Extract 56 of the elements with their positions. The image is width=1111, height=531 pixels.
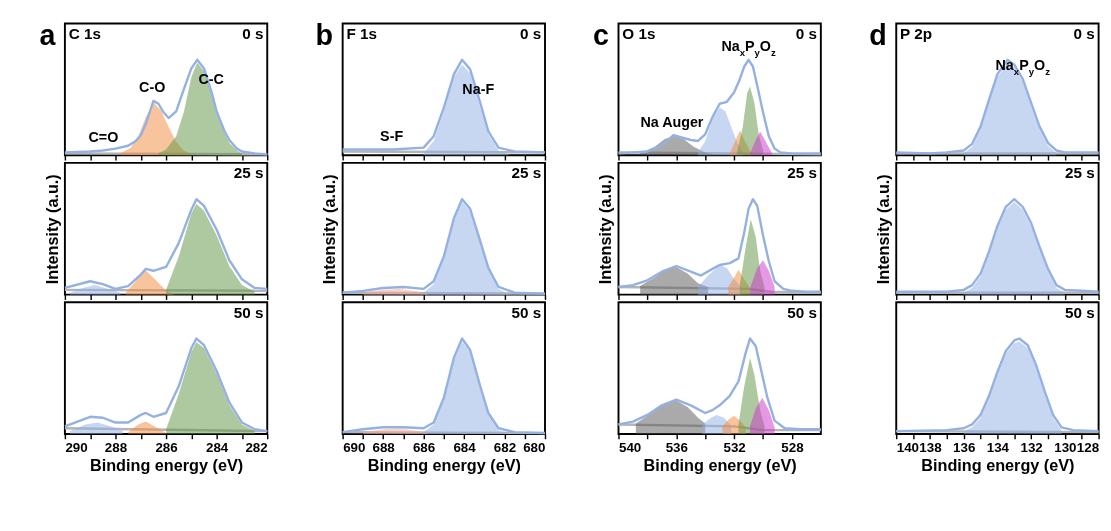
chart-title: b bbox=[315, 18, 334, 51]
x-tick-label: 290 bbox=[65, 439, 88, 455]
x-tick-label: 690 bbox=[343, 439, 366, 455]
text: 0 s bbox=[795, 24, 818, 42]
chart-title: c bbox=[593, 18, 610, 51]
chart-subtitle: O 1s bbox=[622, 24, 656, 42]
text: 50 s bbox=[1065, 303, 1095, 321]
text: 50 s bbox=[233, 303, 264, 321]
x-tick-label: 686 bbox=[412, 439, 436, 455]
text: 0 s bbox=[519, 24, 542, 42]
x-axis-title: Binding energy (eV) bbox=[921, 455, 1075, 474]
text: 50 s bbox=[511, 303, 542, 321]
x-tick-label: 138 bbox=[919, 439, 943, 455]
x-tick-label: 134 bbox=[986, 439, 1010, 455]
text: 25 s bbox=[1065, 164, 1095, 182]
x-axis-title: Binding energy (eV) bbox=[643, 455, 797, 474]
x-tick-label: 682 bbox=[493, 439, 517, 455]
text: 25 s bbox=[233, 164, 264, 182]
x-tick-label: 528 bbox=[781, 439, 805, 455]
chart-subtitle: C 1s bbox=[68, 24, 101, 42]
annotation: Na Auger bbox=[640, 113, 704, 130]
annotation: C=O bbox=[88, 128, 119, 145]
x-tick-label: 128 bbox=[1076, 439, 1100, 455]
y-axis-title: Intensity (a.u.) bbox=[874, 174, 893, 285]
chart-title: a bbox=[39, 18, 57, 51]
text: 25 s bbox=[787, 164, 818, 182]
x-tick-label: 284 bbox=[205, 439, 229, 455]
x-tick-label: 286 bbox=[155, 439, 178, 455]
x-axis-title: Binding energy (eV) bbox=[367, 455, 521, 474]
y-axis-title: Intensity (a.u.) bbox=[42, 174, 61, 285]
x-tick-label: 282 bbox=[245, 439, 268, 455]
x-axis-title: Binding energy (eV) bbox=[89, 455, 244, 474]
x-tick-label: 136 bbox=[953, 439, 976, 455]
chart-subtitle: F 1s bbox=[346, 24, 378, 42]
x-tick-label: 532 bbox=[723, 439, 746, 455]
x-tick-label: 132 bbox=[1020, 439, 1043, 455]
annotation: S-F bbox=[380, 127, 404, 144]
text: 0 s bbox=[1073, 24, 1095, 42]
x-tick-label: 684 bbox=[453, 439, 477, 455]
y-axis-title: Intensity (a.u.) bbox=[596, 174, 615, 285]
chart-title: d bbox=[869, 18, 887, 51]
y-axis-title: Intensity (a.u.) bbox=[320, 174, 339, 285]
chart-subtitle: P 2p bbox=[900, 24, 933, 42]
x-tick-label: 130 bbox=[1054, 439, 1077, 455]
x-tick-label: 140 bbox=[896, 439, 920, 455]
x-tick-label: 688 bbox=[372, 439, 396, 455]
annotation: C-C bbox=[198, 70, 224, 87]
text: 25 s bbox=[511, 164, 542, 182]
x-tick-label: 536 bbox=[665, 439, 688, 455]
x-tick-label: 288 bbox=[104, 439, 128, 455]
x-tick-label: 540 bbox=[618, 439, 642, 455]
x-tick-label: 680 bbox=[523, 439, 546, 455]
text: 0 s bbox=[242, 24, 264, 42]
text: 50 s bbox=[787, 303, 818, 321]
annotation: Na-F bbox=[462, 81, 495, 98]
annotation: C-O bbox=[139, 79, 166, 96]
